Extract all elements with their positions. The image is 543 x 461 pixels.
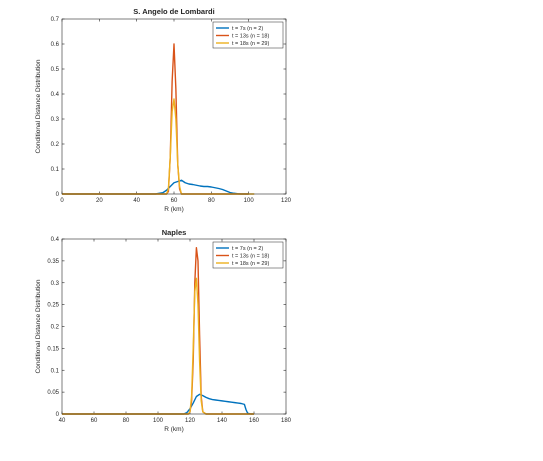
y-axis-label: Conditional Distance Distribution — [35, 59, 42, 153]
x-ticks: 0 20 40 60 80 100 120 — [60, 19, 292, 204]
y-tick-label: 0.1 — [51, 368, 60, 374]
x-tick-label: 60 — [91, 418, 98, 424]
x-tick-label: 120 — [185, 418, 196, 424]
chart-title: S. Angelo de Lombardi — [133, 7, 214, 16]
series-line-2 — [62, 247, 254, 415]
series-group — [62, 43, 255, 195]
legend: t = 7s (n = 2) t = 13s (n = 18)t = 18s (n… — [212, 241, 284, 269]
x-tick-label: 160 — [249, 418, 260, 424]
x-tick-label: 80 — [208, 198, 215, 204]
legend: t = 7s (n = 2) t = 13s (n = 18)t = 18s (n… — [212, 21, 284, 49]
x-tick-label: 180 — [281, 418, 292, 424]
y-tick-label: 0.3 — [51, 281, 60, 287]
x-tick-label: 20 — [96, 198, 103, 204]
x-tick-label: 0 — [60, 198, 64, 204]
series-line-1 — [62, 179, 249, 195]
series-line-3 — [62, 98, 255, 195]
y-tick-label: 0.15 — [47, 346, 59, 352]
series-group — [62, 247, 254, 415]
legend-entry: t = 13s (n = 18) — [232, 34, 269, 40]
x-tick-label: 100 — [244, 198, 255, 204]
y-tick-label: 0.7 — [51, 17, 60, 23]
y-tick-label: 0.5 — [51, 67, 60, 73]
y-tick-label: 0 — [56, 412, 60, 418]
chart-s-angelo-de-lombardi: S. Angelo de Lombardi 0 20 40 60 80 100 120 00… — [35, 7, 292, 213]
x-tick-label: 140 — [217, 418, 228, 424]
x-tick-label: 40 — [133, 198, 140, 204]
legend-entry: t = 7s (n = 2) — [232, 246, 263, 252]
y-ticks: 0 0.05 0.1 0.15 0.2 0.25 0.3 0.35 0.4 — [47, 237, 286, 418]
series-line-2 — [62, 43, 249, 195]
x-tick-label: 40 — [59, 418, 66, 424]
y-tick-label: 0.4 — [51, 92, 60, 98]
y-tick-label: 0 — [56, 192, 60, 198]
chart-naples: Naples 40 60 80 100 120 140 160 180 0 0.05 0.1 0.1… — [35, 228, 292, 433]
y-tick-label: 0.4 — [51, 237, 60, 243]
x-axis-label: R (km) — [164, 426, 184, 433]
y-tick-label: 0.1 — [51, 167, 60, 173]
legend-entry: t = 18s (n = 29) — [232, 261, 269, 267]
series-line-1 — [62, 393, 254, 415]
y-tick-label: 0.05 — [47, 390, 59, 396]
chart-title: Naples — [162, 228, 187, 237]
y-tick-label: 0.25 — [47, 303, 59, 309]
y-tick-label: 0.6 — [51, 42, 60, 48]
y-tick-label: 0.35 — [47, 259, 59, 265]
legend-entry: t = 13s (n = 18) — [232, 254, 269, 260]
axes-box — [61, 238, 287, 415]
x-axis-label: R (km) — [164, 206, 184, 213]
legend-entry: t = 7s (n = 2) — [232, 26, 263, 32]
x-tick-label: 100 — [153, 418, 164, 424]
y-tick-label: 0.2 — [51, 325, 60, 331]
series-line-3 — [62, 277, 254, 415]
y-tick-label: 0.3 — [51, 117, 60, 123]
x-tick-label: 80 — [123, 418, 130, 424]
axes-box — [61, 18, 287, 195]
x-tick-label: 60 — [171, 198, 178, 204]
y-axis-label: Conditional Distance Distribution — [35, 279, 42, 373]
x-tick-label: 120 — [281, 198, 292, 204]
y-tick-label: 0.2 — [51, 142, 60, 148]
legend-entry: t = 18s (n = 29) — [232, 41, 269, 47]
y-ticks: 0 0.1 0.2 0.3 0.4 0.5 0.6 0.7 — [51, 17, 286, 198]
